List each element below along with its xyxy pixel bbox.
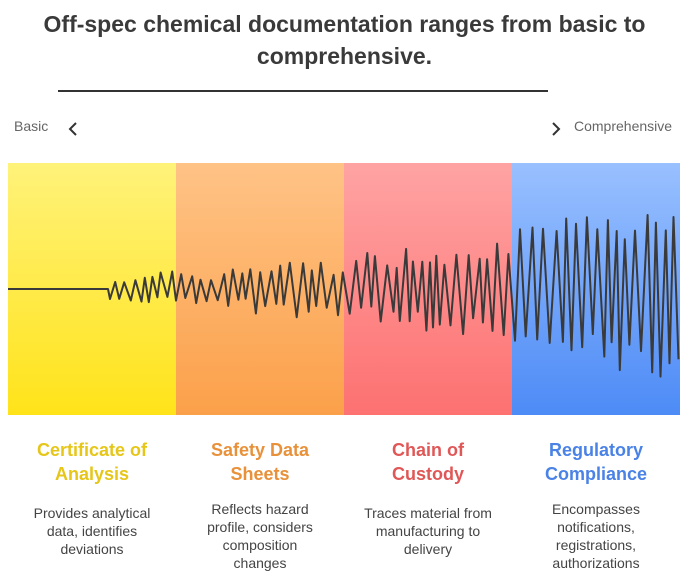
- complexity-waveform: [8, 214, 680, 378]
- axis-label-comprehensive: Comprehensive: [574, 118, 673, 134]
- stage-title-line-2: Sheets: [230, 464, 290, 484]
- stage-title-line-1: Certificate of: [36, 440, 148, 460]
- page-title: Off-spec chemical documentation ranges f…: [0, 8, 689, 72]
- description-line: Encompasses: [552, 501, 640, 517]
- stage-title: Certificate of Analysis: [8, 438, 176, 486]
- stage-title: Chain of Custody: [344, 438, 512, 486]
- stage-title-line-2: Compliance: [544, 464, 648, 484]
- description-line: notifications,: [557, 519, 635, 535]
- description-line: composition: [222, 537, 298, 553]
- description-line: Traces material from: [364, 505, 492, 521]
- title-divider: [58, 90, 548, 92]
- spectrum-bands: [8, 163, 680, 415]
- stage-title-line-2: Custody: [392, 464, 464, 484]
- page-title-line-1: Off-spec chemical documentation ranges f…: [43, 11, 646, 37]
- stage-chain-of-custody: Chain of Custody Traces material from ma…: [344, 438, 512, 558]
- stage-description: Traces material from manufacturing to de…: [344, 504, 512, 558]
- description-line: registrations,: [555, 537, 637, 553]
- stage-title: Regulatory Compliance: [512, 438, 680, 486]
- chevron-left-icon: [68, 122, 77, 136]
- stage-description: Provides analytical data, identifies dev…: [8, 504, 176, 558]
- description-line: changes: [233, 555, 287, 571]
- description-line: Reflects hazard: [211, 501, 309, 517]
- page-title-line-2: comprehensive.: [256, 43, 433, 69]
- stage-description: Reflects hazard profile, considers compo…: [176, 500, 344, 572]
- description-line: profile, considers: [207, 519, 313, 535]
- description-line: authorizations: [552, 555, 640, 571]
- stage-title-line-2: Analysis: [54, 464, 130, 484]
- stage-title-line-1: Regulatory: [548, 440, 644, 460]
- description-line: delivery: [403, 541, 453, 557]
- waveform-line: [8, 214, 680, 378]
- stage-title-line-1: Chain of: [392, 440, 464, 460]
- axis-label-basic: Basic: [14, 118, 49, 134]
- stage-description: Encompasses notifications, registrations…: [512, 500, 680, 572]
- description-line: manufacturing to: [375, 523, 481, 539]
- stage-title-line-1: Safety Data: [210, 440, 310, 460]
- description-line: data, identifies: [46, 523, 138, 539]
- stage-certificate-of-analysis: Certificate of Analysis Provides analyti…: [8, 438, 176, 558]
- stage-safety-data-sheets: Safety Data Sheets Reflects hazard profi…: [176, 438, 344, 572]
- stage-title: Safety Data Sheets: [176, 438, 344, 486]
- chevron-right-icon: [552, 122, 561, 136]
- description-line: Provides analytical: [33, 505, 151, 521]
- stage-regulatory-compliance: Regulatory Compliance Encompasses notifi…: [512, 438, 680, 572]
- description-line: deviations: [60, 541, 124, 557]
